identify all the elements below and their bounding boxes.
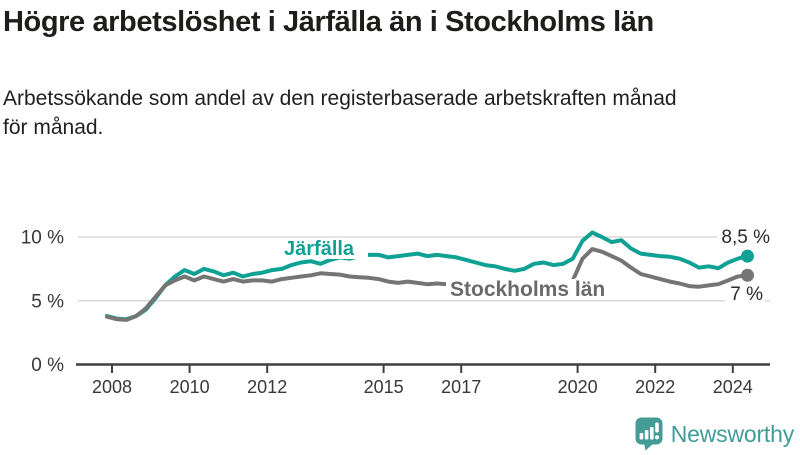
- x-tick-label: 2022: [635, 377, 675, 397]
- y-tick-label: 5 %: [31, 291, 64, 312]
- newsworthy-logo-text: Newsworthy: [670, 420, 794, 447]
- page-title: Högre arbetslöshet i Järfälla än i Stock…: [3, 6, 654, 38]
- gridlines: [78, 236, 770, 302]
- newsworthy-logo-icon: [635, 417, 663, 451]
- y-tick-label: 10 %: [21, 228, 64, 249]
- newsworthy-logo[interactable]: Newsworthy: [635, 417, 794, 451]
- axis-labels: 0 % 5 % 10 % 2008 2010 2012 2015 2017 2020 2022 20…: [21, 228, 753, 398]
- end-dot-0: [741, 249, 754, 263]
- series-lines: [105, 230, 750, 322]
- stockholm-label-bg: [446, 279, 608, 300]
- end-value-jarfalla: 8,5 %: [721, 227, 770, 248]
- x-tick-label: 2017: [441, 377, 481, 397]
- series-line-0: [105, 230, 750, 322]
- line-chart: 0 % 5 % 10 % 2008 2010 2012 2015 2017 2020 2022 20…: [21, 225, 773, 398]
- end-dot-1: [741, 268, 754, 282]
- x-tick-label: 2024: [713, 377, 753, 397]
- stockholm-value-bg: [725, 284, 765, 302]
- x-axis: [76, 363, 770, 373]
- y-tick-label: 0 %: [31, 355, 64, 376]
- end-value-stockholms-lan: 7 %: [730, 284, 763, 305]
- chart-subtitle: Arbetssökande som andel av den registerb…: [3, 87, 677, 139]
- series-label-stockholms-lan: Stockholms län: [450, 278, 605, 301]
- end-dots: [741, 249, 754, 282]
- x-tick-label: 2010: [170, 377, 210, 397]
- x-tick-label: 2020: [558, 377, 598, 397]
- series-label-jarfalla: Järfälla: [284, 238, 355, 260]
- x-tick-label: 2012: [247, 377, 287, 397]
- x-tick-label: 2015: [364, 377, 404, 397]
- series-line-1: [105, 247, 750, 322]
- jarfalla-value-bg: [717, 227, 772, 246]
- jarfalla-label-bg: [280, 238, 368, 259]
- x-tick-label: 2008: [92, 377, 132, 397]
